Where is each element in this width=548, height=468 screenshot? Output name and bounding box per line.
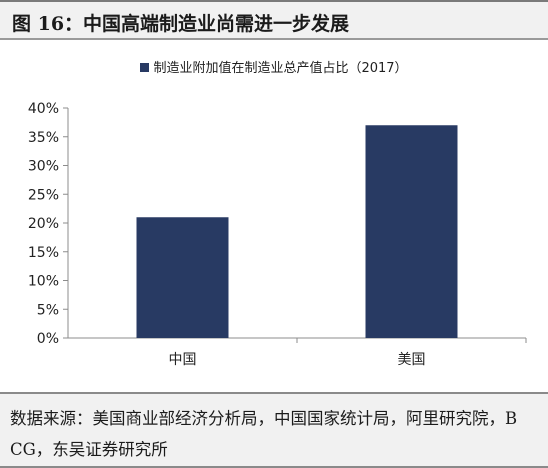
x-tick-label: 中国 [169,352,197,368]
y-tick-label: 35% [28,130,59,146]
chart-legend: 制造业附加值在制造业总产值占比（2017） [0,57,548,76]
y-tick-label: 40% [28,101,59,117]
y-tick-label: 0% [37,331,59,347]
y-tick-label: 15% [28,245,59,261]
chart-plot: 0% 5% 10% 15% 20% 25% 30% 35% 40% 中国 美国 [28,101,527,368]
bar-chart: 制造业附加值在制造业总产值占比（2017） 0% 5% 10% 15% 20% 25% 30… [0,46,548,388]
y-tick-label: 20% [28,216,59,232]
source-note: 数据来源：美国商业部经济分析局，中国国家统计局，阿里研究院，BCG，东吴证券研究… [10,409,518,459]
legend-swatch [140,63,150,72]
figure-title: 图 16：中国高端制造业尚需进一步发展 [12,13,350,35]
bar [365,125,458,338]
y-tick-label: 30% [28,159,59,175]
title-band: 图 16：中国高端制造业尚需进一步发展 [0,0,548,40]
y-tick-label: 5% [37,302,59,318]
bar [136,217,229,338]
source-band: 数据来源：美国商业部经济分析局，中国国家统计局，阿里研究院，BCG，东吴证券研究… [0,392,548,468]
y-tick-label: 25% [28,187,59,203]
y-tick-label: 10% [28,274,59,290]
x-tick-label: 美国 [398,352,426,368]
legend-label: 制造业附加值在制造业总产值占比（2017） [153,61,408,76]
